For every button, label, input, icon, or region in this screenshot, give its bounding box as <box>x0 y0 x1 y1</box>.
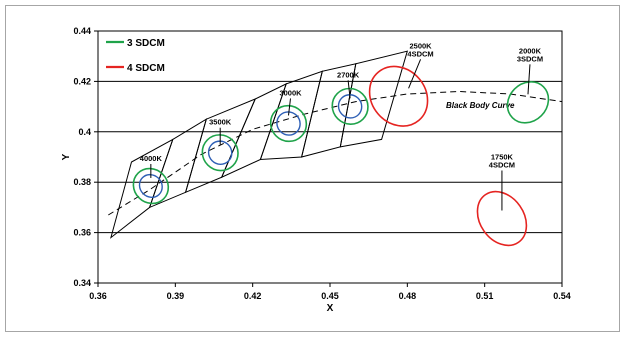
ellipse-inner <box>276 111 301 136</box>
ellipse-3sdcm <box>506 81 550 124</box>
x-tick-label: 0.36 <box>89 291 107 301</box>
ellipse-label: 3500K <box>209 118 232 127</box>
x-tick-label: 0.42 <box>244 291 262 301</box>
ellipse-3sdcm <box>132 167 170 205</box>
ellipse-3sdcm <box>331 87 369 125</box>
y-tick-label: 0.38 <box>73 177 91 187</box>
chart-frame <box>5 5 620 332</box>
ellipse-group <box>368 65 429 127</box>
y-tick-label: 0.4 <box>78 127 91 137</box>
black-body-curve <box>108 90 563 216</box>
y-tick-label: 0.36 <box>73 228 91 238</box>
x-axis-title: X <box>327 303 334 314</box>
y-tick-label: 0.44 <box>73 26 91 36</box>
ellipse-4sdcm <box>476 190 528 247</box>
quadrangle <box>184 98 257 194</box>
ellipse-group <box>201 134 239 172</box>
ellipse-4sdcm <box>368 65 429 127</box>
ellipse-label: 1750K <box>491 152 514 161</box>
ellipse-group <box>506 81 550 124</box>
x-tick-label: 0.39 <box>167 291 185 301</box>
x-tick-label: 0.51 <box>476 291 494 301</box>
label-arrow <box>527 64 531 95</box>
ellipse-label: 3000K <box>279 88 302 97</box>
x-tick-label: 0.45 <box>321 291 339 301</box>
ellipse-inner <box>337 94 363 119</box>
y-tick-label: 0.42 <box>73 76 91 86</box>
ellipse-group <box>476 190 528 247</box>
black-body-curve-label: Black Body Curve <box>446 101 515 110</box>
quadrangle <box>259 70 324 161</box>
ellipse-3sdcm <box>269 104 308 143</box>
legend-label-4sdcm: 4 SDCM <box>127 63 165 74</box>
y-tick-label: 0.34 <box>73 278 91 288</box>
ellipse-label: 2700K <box>337 70 360 79</box>
label-arrow <box>288 98 291 116</box>
x-tick-label: 0.54 <box>553 291 571 301</box>
ellipse-inner <box>207 140 233 166</box>
legend-label-3sdcm: 3 SDCM <box>127 38 165 49</box>
label-arrow <box>347 80 351 99</box>
x-tick-label: 0.48 <box>399 291 417 301</box>
quadrangle <box>148 118 208 209</box>
ellipse-label: 2500K <box>410 41 433 50</box>
y-axis-title: Y <box>61 153 72 160</box>
ellipse-group <box>269 104 308 143</box>
ellipse-label: 4SDCM <box>489 160 515 169</box>
ellipse-inner <box>138 173 163 199</box>
ellipse-group <box>132 167 170 205</box>
ellipse-label: 3SDCM <box>517 54 543 63</box>
ellipse-label: 4SDCM <box>407 49 433 58</box>
quadrangle <box>220 82 288 179</box>
label-arrow <box>408 59 422 89</box>
quadrangle <box>339 50 409 148</box>
ellipse-3sdcm <box>201 134 239 172</box>
ellipse-group <box>331 87 369 125</box>
ellipse-label: 2000K <box>519 46 542 55</box>
ellipse-label: 4000K <box>140 154 163 163</box>
